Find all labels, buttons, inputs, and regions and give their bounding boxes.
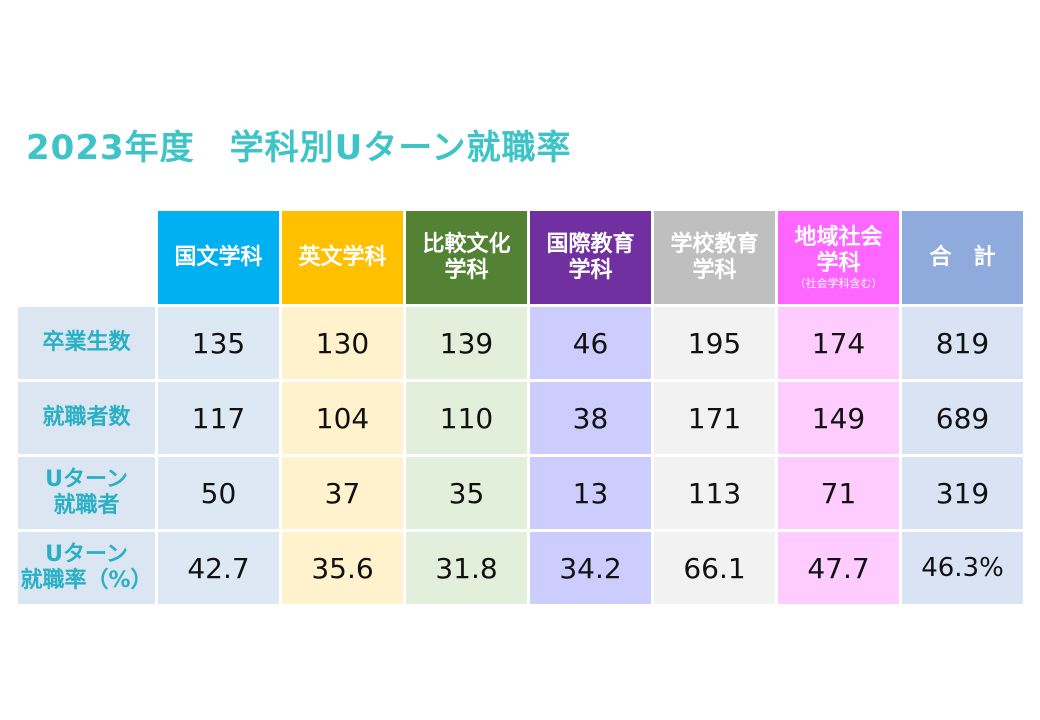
page-title: 2023年度 学科別Uターン就職率: [26, 128, 572, 168]
table-cell-total: 819: [902, 307, 1023, 379]
column-header-label: 比較文化: [422, 231, 511, 257]
row-label: 卒業生数: [18, 307, 155, 379]
table-cell: 113: [654, 457, 775, 529]
table-cell: 34.2: [530, 532, 651, 604]
table-cell: 47.7: [778, 532, 899, 604]
table-cell: 35: [406, 457, 527, 529]
column-header-note: （社会学科含む）: [794, 276, 883, 290]
uturn-employment-table: 国文学科 英文学科 比較文化 学科 国際教育 学科 学校教育 学科 地域社会 学…: [15, 208, 1026, 607]
column-header-total: 合 計: [902, 211, 1023, 304]
table-cell: 171: [654, 382, 775, 454]
table-cell: 110: [406, 382, 527, 454]
row-label: Uターン 就職者: [18, 457, 155, 529]
column-header-label: 学校教育: [670, 231, 759, 257]
table-cell: 149: [778, 382, 899, 454]
table-cell: 35.6: [282, 532, 403, 604]
column-header-label-line2: 学科: [816, 250, 861, 276]
table-cell: 117: [158, 382, 279, 454]
column-header-chiiki-shakai: 地域社会 学科 （社会学科含む）: [778, 211, 899, 304]
table-cell: 174: [778, 307, 899, 379]
table-cell: 38: [530, 382, 651, 454]
column-header-label: 国文学科: [174, 244, 263, 270]
table-cell: 46: [530, 307, 651, 379]
table-cell: 195: [654, 307, 775, 379]
table-cell: 50: [158, 457, 279, 529]
table-row-uturn-rate: Uターン 就職率（%） 42.7 35.6 31.8 34.2 66.1 47.…: [18, 532, 1023, 604]
column-header-kokusai-kyoiku: 国際教育 学科: [530, 211, 651, 304]
table-cell: 42.7: [158, 532, 279, 604]
column-header-label-line2: 学科: [692, 257, 737, 283]
column-header-label: 地域社会: [794, 224, 883, 250]
row-label-line2: 就職者: [53, 493, 120, 518]
column-header-hikaku-bunka: 比較文化 学科: [406, 211, 527, 304]
row-label-line1: Uターン: [45, 467, 128, 492]
corner-cell: [18, 211, 155, 304]
row-label-line1: Uターン: [45, 542, 128, 567]
table-cell: 71: [778, 457, 899, 529]
table-cell: 130: [282, 307, 403, 379]
row-label: 就職者数: [18, 382, 155, 454]
table-cell: 104: [282, 382, 403, 454]
row-label-line1: 卒業生数: [42, 330, 131, 355]
table-cell-total: 319: [902, 457, 1023, 529]
row-label: Uターン 就職率（%）: [18, 532, 155, 604]
table-row-graduates: 卒業生数 135 130 139 46 195 174 819: [18, 307, 1023, 379]
column-header-label: 英文学科: [298, 244, 387, 270]
column-header-label: 国際教育: [546, 231, 635, 257]
table-cell-total: 46.3%: [902, 532, 1023, 604]
header-row: 国文学科 英文学科 比較文化 学科 国際教育 学科 学校教育 学科 地域社会 学…: [18, 211, 1023, 304]
table-cell: 13: [530, 457, 651, 529]
table-cell: 135: [158, 307, 279, 379]
table-cell: 31.8: [406, 532, 527, 604]
table-row-employed: 就職者数 117 104 110 38 171 149 689: [18, 382, 1023, 454]
row-label-line1: 就職者数: [42, 405, 131, 430]
table-cell: 139: [406, 307, 527, 379]
column-header-kokubun: 国文学科: [158, 211, 279, 304]
table-cell: 37: [282, 457, 403, 529]
column-header-label-line2: 学科: [444, 257, 489, 283]
table-cell: 66.1: [654, 532, 775, 604]
column-header-eibun: 英文学科: [282, 211, 403, 304]
row-label-line2: 就職率（%）: [20, 568, 153, 593]
column-header-label: 合 計: [929, 244, 996, 270]
column-header-label-line2: 学科: [568, 257, 613, 283]
table-row-uturn-employed: Uターン 就職者 50 37 35 13 113 71 319: [18, 457, 1023, 529]
column-header-gakko-kyoiku: 学校教育 学科: [654, 211, 775, 304]
table-cell-total: 689: [902, 382, 1023, 454]
